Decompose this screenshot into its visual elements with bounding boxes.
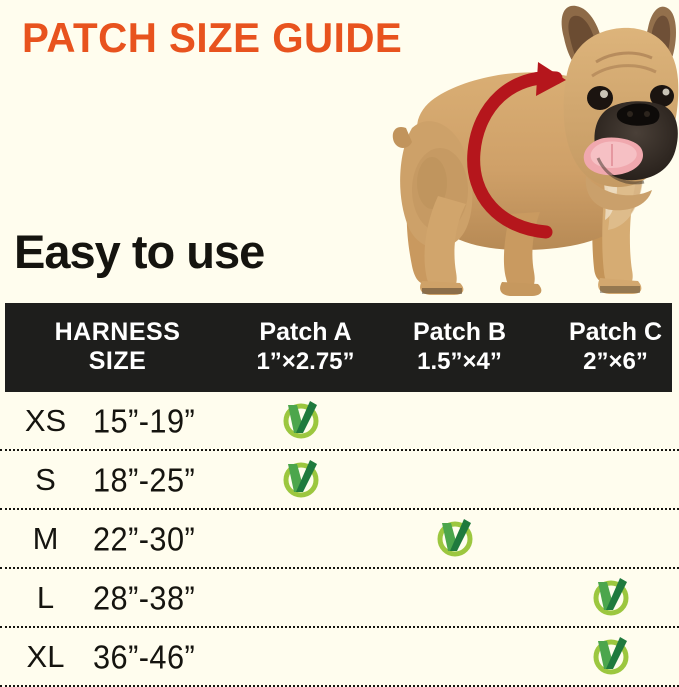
- cell-girth-range: 28”-38”: [93, 579, 196, 616]
- girth-measure-arrow: [467, 62, 566, 239]
- patch-c-dimensions: 2”×6”: [583, 348, 648, 375]
- dog-illustration: [360, 0, 679, 300]
- column-header-patch-c: Patch C 2”×6”: [533, 317, 679, 376]
- cell-girth-range: 15”-19”: [93, 402, 196, 439]
- green-check-icon: [279, 458, 323, 502]
- table-row: M 22”-30”: [0, 510, 679, 569]
- column-header-patch-a: Patch A 1”×2.75”: [223, 317, 388, 376]
- harness-header-line2: SIZE: [88, 347, 147, 375]
- cell-girth-range: 36”-46”: [93, 638, 196, 675]
- cell-harness-size: L: [36, 579, 55, 615]
- cell-girth-range: 18”-25”: [93, 461, 196, 498]
- dog-photo-svg: [392, 5, 679, 296]
- cell-harness-size: XS: [24, 402, 67, 438]
- green-check-icon: [279, 399, 323, 443]
- patch-a-name: Patch A: [259, 318, 352, 346]
- patch-a-dimensions: 1”×2.75”: [256, 348, 355, 375]
- table-row: XS 15”-19”: [0, 392, 679, 451]
- table-row: L 28”-38”: [0, 569, 679, 628]
- cell-harness-size: M: [32, 520, 59, 556]
- section-subtitle: Easy to use: [14, 225, 265, 278]
- dog-head: [561, 5, 679, 211]
- cell-girth-range: 22”-30”: [93, 520, 196, 557]
- cell-harness-size: XL: [26, 638, 65, 674]
- harness-header-line1: HARNESS: [54, 318, 181, 346]
- page-title: PATCH SIZE GUIDE: [22, 14, 403, 61]
- cell-harness-size: S: [35, 461, 56, 497]
- table-body: XS 15”-19” S 18”-25” M 22”-30” L 28”-38” XL 36”-4…: [0, 392, 679, 687]
- column-header-patch-b: Patch B 1.5”×4”: [377, 317, 542, 376]
- patch-b-name: Patch B: [412, 318, 507, 346]
- green-check-icon: [589, 576, 633, 620]
- patch-c-name: Patch C: [568, 318, 663, 346]
- green-check-icon: [433, 517, 477, 561]
- green-check-icon: [589, 635, 633, 679]
- table-row: S 18”-25”: [0, 451, 679, 510]
- table-header-row: HARNESS SIZE Patch A 1”×2.75” Patch B 1.…: [5, 303, 672, 392]
- table-row: XL 36”-46”: [0, 628, 679, 687]
- column-header-harness-size: HARNESS SIZE: [25, 317, 210, 376]
- patch-b-dimensions: 1.5”×4”: [417, 348, 502, 375]
- size-table: HARNESS SIZE Patch A 1”×2.75” Patch B 1.…: [0, 303, 679, 687]
